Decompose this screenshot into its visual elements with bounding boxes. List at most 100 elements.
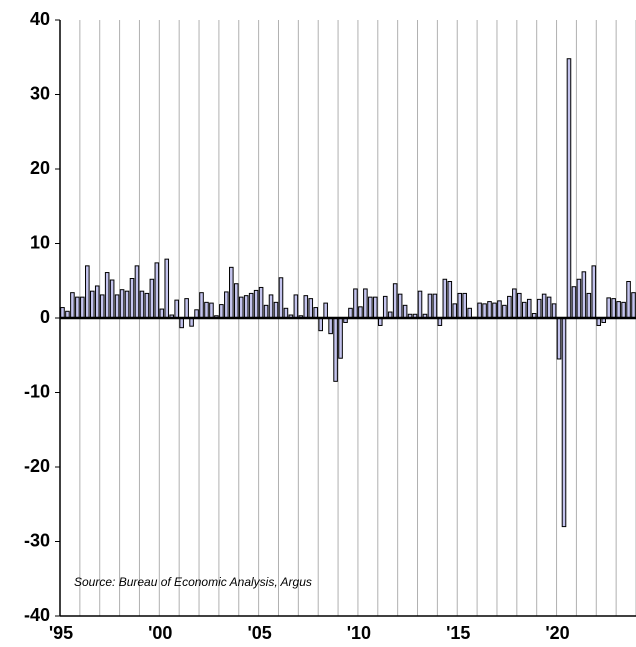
bar	[109, 279, 115, 319]
bar	[243, 295, 249, 319]
bar	[358, 306, 363, 319]
bar	[184, 298, 189, 319]
bar	[521, 301, 527, 319]
bar	[94, 285, 100, 319]
bar	[174, 299, 179, 319]
bar	[268, 294, 274, 319]
y-tick-label: 40	[30, 9, 50, 29]
bar	[204, 301, 209, 319]
bar	[442, 278, 448, 319]
bar	[402, 304, 408, 319]
bar	[373, 296, 378, 319]
x-tick-label: '20	[545, 623, 569, 643]
y-tick-label: 20	[30, 158, 50, 178]
bar	[551, 303, 557, 319]
bar	[159, 308, 165, 319]
bar	[338, 317, 343, 359]
bar	[144, 292, 150, 319]
x-tick-label: '95	[49, 623, 73, 643]
bar	[139, 290, 145, 319]
bar	[129, 278, 135, 319]
bar	[502, 304, 507, 319]
bar	[308, 298, 314, 319]
bar	[477, 302, 482, 319]
x-tick-label: '05	[247, 623, 271, 643]
bar	[606, 297, 611, 319]
y-tick-label: -40	[24, 605, 50, 625]
bar	[104, 272, 110, 319]
bar	[616, 301, 621, 319]
bar	[467, 307, 472, 319]
bar	[283, 307, 289, 319]
bar	[432, 293, 438, 319]
bar	[313, 307, 319, 319]
bar	[497, 300, 502, 319]
bar	[278, 277, 284, 319]
bar	[546, 296, 552, 319]
bar	[248, 292, 254, 319]
y-tick-label: -20	[24, 456, 50, 476]
bar	[323, 302, 328, 319]
source-note: Source: Bureau of Economic Analysis, Arg…	[74, 575, 312, 589]
bar	[526, 298, 532, 319]
bar	[303, 295, 309, 319]
bar	[318, 317, 323, 332]
bar	[482, 303, 487, 319]
bar	[566, 58, 572, 319]
bar	[611, 298, 616, 319]
bar	[457, 292, 463, 319]
bar	[512, 288, 517, 319]
bar	[263, 304, 269, 319]
bar	[233, 283, 239, 319]
bar	[85, 265, 90, 319]
bar	[353, 288, 358, 319]
bar	[219, 304, 224, 319]
y-tick-label: -30	[24, 530, 50, 550]
bar	[576, 278, 582, 319]
bar	[328, 317, 333, 335]
bar	[397, 293, 403, 319]
bar	[348, 307, 353, 319]
bar	[134, 265, 140, 319]
bar	[586, 292, 592, 319]
x-tick-label: '10	[347, 623, 371, 643]
bar	[536, 298, 542, 319]
bar	[89, 290, 95, 319]
bar	[462, 292, 467, 319]
bar	[517, 292, 522, 319]
bar	[119, 289, 125, 319]
x-tick-label: '15	[446, 623, 470, 643]
bar	[70, 292, 75, 319]
bar	[417, 290, 423, 319]
bar	[626, 280, 631, 319]
y-tick-label: -10	[24, 381, 50, 401]
bar	[99, 294, 105, 319]
y-tick-label: 10	[30, 232, 50, 252]
bar	[114, 294, 120, 319]
bar	[591, 265, 597, 319]
bar	[541, 293, 547, 319]
bar	[80, 296, 85, 319]
bar	[492, 302, 497, 319]
bar	[561, 317, 567, 528]
x-tick-label: '00	[148, 623, 172, 643]
bar	[382, 295, 388, 319]
bar	[273, 301, 279, 319]
bar	[149, 278, 155, 319]
bar	[60, 307, 65, 319]
bar	[581, 271, 587, 319]
bar	[621, 301, 626, 319]
y-tick-label: 30	[30, 83, 50, 103]
bar	[571, 286, 577, 319]
bar	[209, 302, 214, 319]
bar	[333, 317, 338, 382]
bar	[253, 289, 259, 319]
bar	[229, 266, 234, 319]
bar	[368, 296, 373, 319]
bar	[75, 296, 80, 319]
bar	[392, 283, 398, 319]
bar	[179, 317, 184, 329]
bar	[487, 301, 492, 319]
bar	[631, 292, 636, 319]
